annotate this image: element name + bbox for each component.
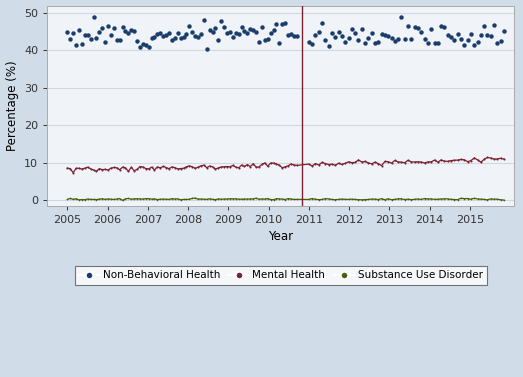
Legend: Non-Behavioral Health, Mental Health, Substance Use Disorder: Non-Behavioral Health, Mental Health, Su… <box>75 266 487 285</box>
X-axis label: Year: Year <box>268 230 293 243</box>
Y-axis label: Percentage (%): Percentage (%) <box>6 60 18 151</box>
